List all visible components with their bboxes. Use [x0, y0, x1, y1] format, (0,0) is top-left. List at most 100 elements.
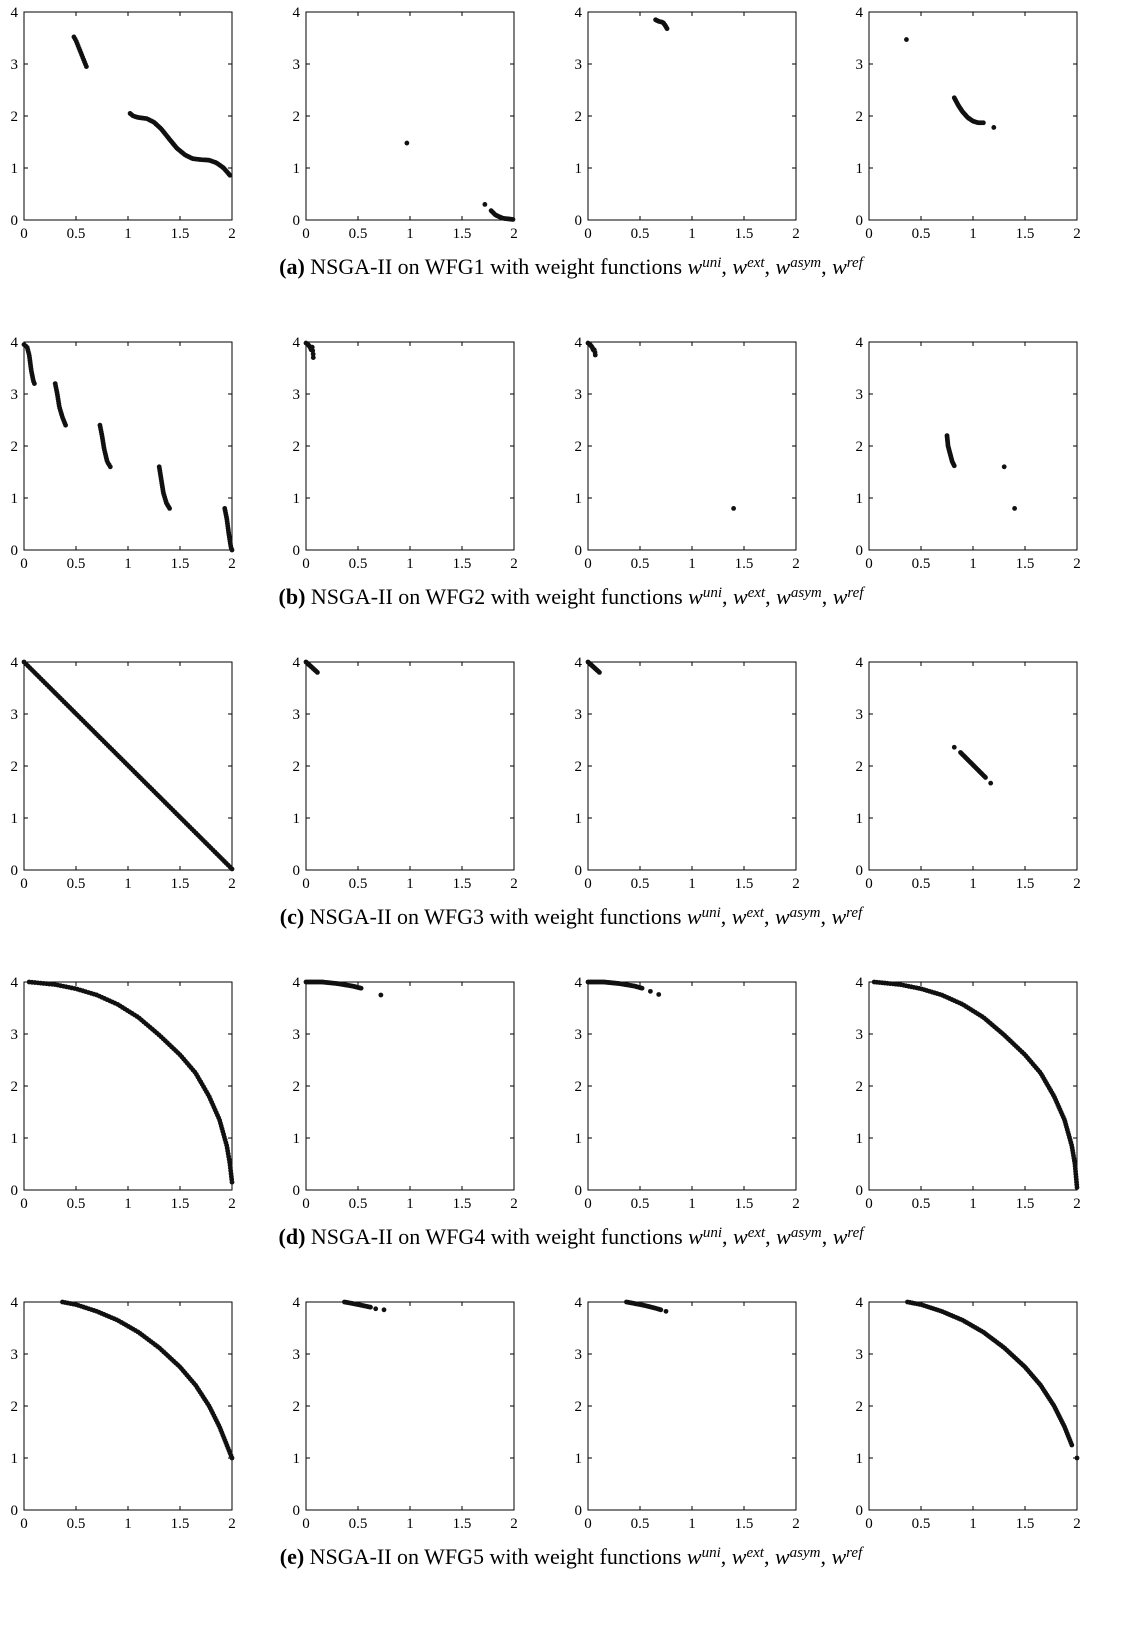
- scatter-plot: 0 0.5 1 1.5 2 0 1 2 3 4: [293, 5, 518, 242]
- y-tick-label: 4: [856, 975, 864, 991]
- data-point: [358, 985, 364, 991]
- subfigure-label: (d): [278, 1224, 306, 1249]
- data-point: [904, 37, 909, 42]
- plot-frame: [868, 11, 1078, 221]
- scatter-plot: 0 0.5 1 1.5 2 0 1 2 3 4: [856, 975, 1081, 1212]
- y-tick-label: 4: [856, 655, 864, 671]
- x-tick-label: 0.5: [912, 876, 931, 892]
- y-tick-label: 4: [856, 5, 864, 21]
- y-tick-label: 3: [293, 57, 301, 73]
- x-tick-label: 0: [20, 1196, 28, 1212]
- subfigure-caption: (c) NSGA-II on WFG3 with weight function…: [279, 904, 863, 929]
- data-point: [315, 670, 320, 675]
- x-tick-label: 0: [302, 556, 310, 572]
- scatter-plot: 0 0.5 1 1.5 2 0 1 2 3 4: [575, 1295, 800, 1532]
- data-point: [1001, 464, 1007, 470]
- weight-function-symbol: wasym: [774, 904, 821, 929]
- data-point: [658, 1307, 664, 1313]
- y-tick-label: 3: [293, 387, 301, 403]
- subfigure-label: (c): [279, 904, 305, 929]
- y-tick-label: 2: [11, 109, 19, 125]
- x-tick-label: 0.5: [631, 1516, 650, 1532]
- figure-row: 0 0.5 1 1.5 2 0 1 2 3 4 0 0.5 1 1.5 2 0 1 2 3 4 0 0.5 1 1.5 2 0 1 2…: [0, 0, 1142, 300]
- y-tick-label: 0: [856, 863, 864, 879]
- y-tick-label: 4: [11, 1295, 19, 1311]
- y-tick-label: 0: [856, 543, 864, 559]
- data-point: [597, 670, 602, 675]
- x-tick-label: 0.5: [912, 1196, 931, 1212]
- y-tick-label: 0: [11, 213, 19, 229]
- y-tick-label: 2: [293, 439, 301, 455]
- y-tick-label: 1: [293, 811, 301, 827]
- scatter-plot: 0 0.5 1 1.5 2 0 1 2 3 4: [575, 655, 800, 892]
- x-tick-label: 2: [792, 226, 800, 242]
- y-tick-label: 3: [293, 1027, 301, 1043]
- x-tick-label: 1: [124, 1516, 132, 1532]
- x-tick-label: 1: [406, 1516, 414, 1532]
- plot-frame: [868, 341, 1078, 551]
- subfigure-caption: (e) NSGA-II on WFG5 with weight function…: [279, 1544, 863, 1569]
- x-tick-label: 0.5: [631, 1196, 650, 1212]
- x-tick-label: 2: [792, 556, 800, 572]
- y-tick-label: 2: [856, 439, 864, 455]
- subfigure-caption: (a) NSGA-II on WFG1 with weight function…: [279, 254, 863, 279]
- weight-function-symbol: wext: [731, 1544, 764, 1569]
- x-tick-label: 2: [1073, 1196, 1081, 1212]
- x-tick-label: 0.5: [67, 1516, 86, 1532]
- plot-frame: [587, 981, 797, 1191]
- data-point: [663, 1308, 669, 1314]
- y-tick-label: 0: [293, 1503, 301, 1519]
- x-tick-label: 0.5: [349, 1516, 368, 1532]
- data-point: [951, 744, 957, 750]
- x-tick-label: 0.5: [912, 226, 931, 242]
- x-tick-label: 0.5: [349, 876, 368, 892]
- x-tick-label: 1.5: [1016, 1196, 1035, 1212]
- y-tick-label: 1: [293, 161, 301, 177]
- y-tick-label: 3: [293, 1347, 301, 1363]
- y-tick-label: 3: [575, 707, 583, 723]
- y-tick-label: 1: [856, 1131, 864, 1147]
- scatter-plot: 0 0.5 1 1.5 2 0 1 2 3 4: [293, 975, 518, 1212]
- y-tick-label: 2: [11, 759, 19, 775]
- y-tick-label: 2: [575, 1399, 583, 1415]
- x-tick-label: 0.5: [912, 1516, 931, 1532]
- data-point: [310, 355, 316, 360]
- x-tick-label: 2: [510, 556, 518, 572]
- y-tick-label: 4: [575, 5, 583, 21]
- scatter-plot: 0 0.5 1 1.5 2 0 1 2 3 4: [11, 1295, 236, 1532]
- y-tick-label: 3: [11, 1347, 19, 1363]
- x-tick-label: 2: [510, 226, 518, 242]
- y-tick-label: 1: [293, 1451, 301, 1467]
- data-point: [381, 1307, 387, 1313]
- x-tick-label: 2: [1073, 556, 1081, 572]
- subfigure-caption: (d) NSGA-II on WFG4 with weight function…: [278, 1224, 864, 1249]
- data-point: [592, 352, 598, 358]
- scatter-plot: 0 0.5 1 1.5 2 0 1 2 3 4: [856, 1295, 1081, 1532]
- scatter-plot: 0 0.5 1 1.5 2 0 1 2 3 4: [575, 335, 800, 572]
- x-tick-label: 0.5: [349, 226, 368, 242]
- y-tick-label: 2: [856, 109, 864, 125]
- x-tick-label: 1.5: [171, 226, 190, 242]
- x-tick-label: 2: [792, 1516, 800, 1532]
- x-tick-label: 1: [969, 876, 977, 892]
- y-tick-label: 4: [856, 1295, 864, 1311]
- y-tick-label: 3: [575, 1347, 583, 1363]
- x-tick-label: 0: [302, 226, 310, 242]
- x-tick-label: 1.5: [171, 1516, 190, 1532]
- subfigure-label: (e): [279, 1544, 305, 1569]
- x-tick-label: 2: [510, 1196, 518, 1212]
- x-tick-label: 2: [792, 1196, 800, 1212]
- y-tick-label: 4: [11, 335, 19, 351]
- x-tick-label: 0.5: [631, 226, 650, 242]
- y-tick-label: 0: [575, 1503, 583, 1519]
- caption-text: NSGA-II on WFG3 with weight functions: [304, 904, 687, 929]
- scatter-plot: 0 0.5 1 1.5 2 0 1 2 3 4: [293, 655, 518, 892]
- figure-row: 0 0.5 1 1.5 2 0 1 2 3 4 0 0.5 1 1.5 2 0 1 2 3 4 0 0.5 1 1.5 2 0 1 2…: [0, 330, 1142, 630]
- y-tick-label: 1: [293, 491, 301, 507]
- scatter-plot: 0 0.5 1 1.5 2 0 1 2 3 4: [11, 5, 236, 242]
- plot-frame: [305, 981, 515, 1191]
- data-point: [1074, 1185, 1080, 1190]
- scatter-plot: 0 0.5 1 1.5 2 0 1 2 3 4: [856, 5, 1081, 242]
- y-tick-label: 4: [856, 335, 864, 351]
- scatter-plot: 0 0.5 1 1.5 2 0 1 2 3 4: [11, 655, 236, 892]
